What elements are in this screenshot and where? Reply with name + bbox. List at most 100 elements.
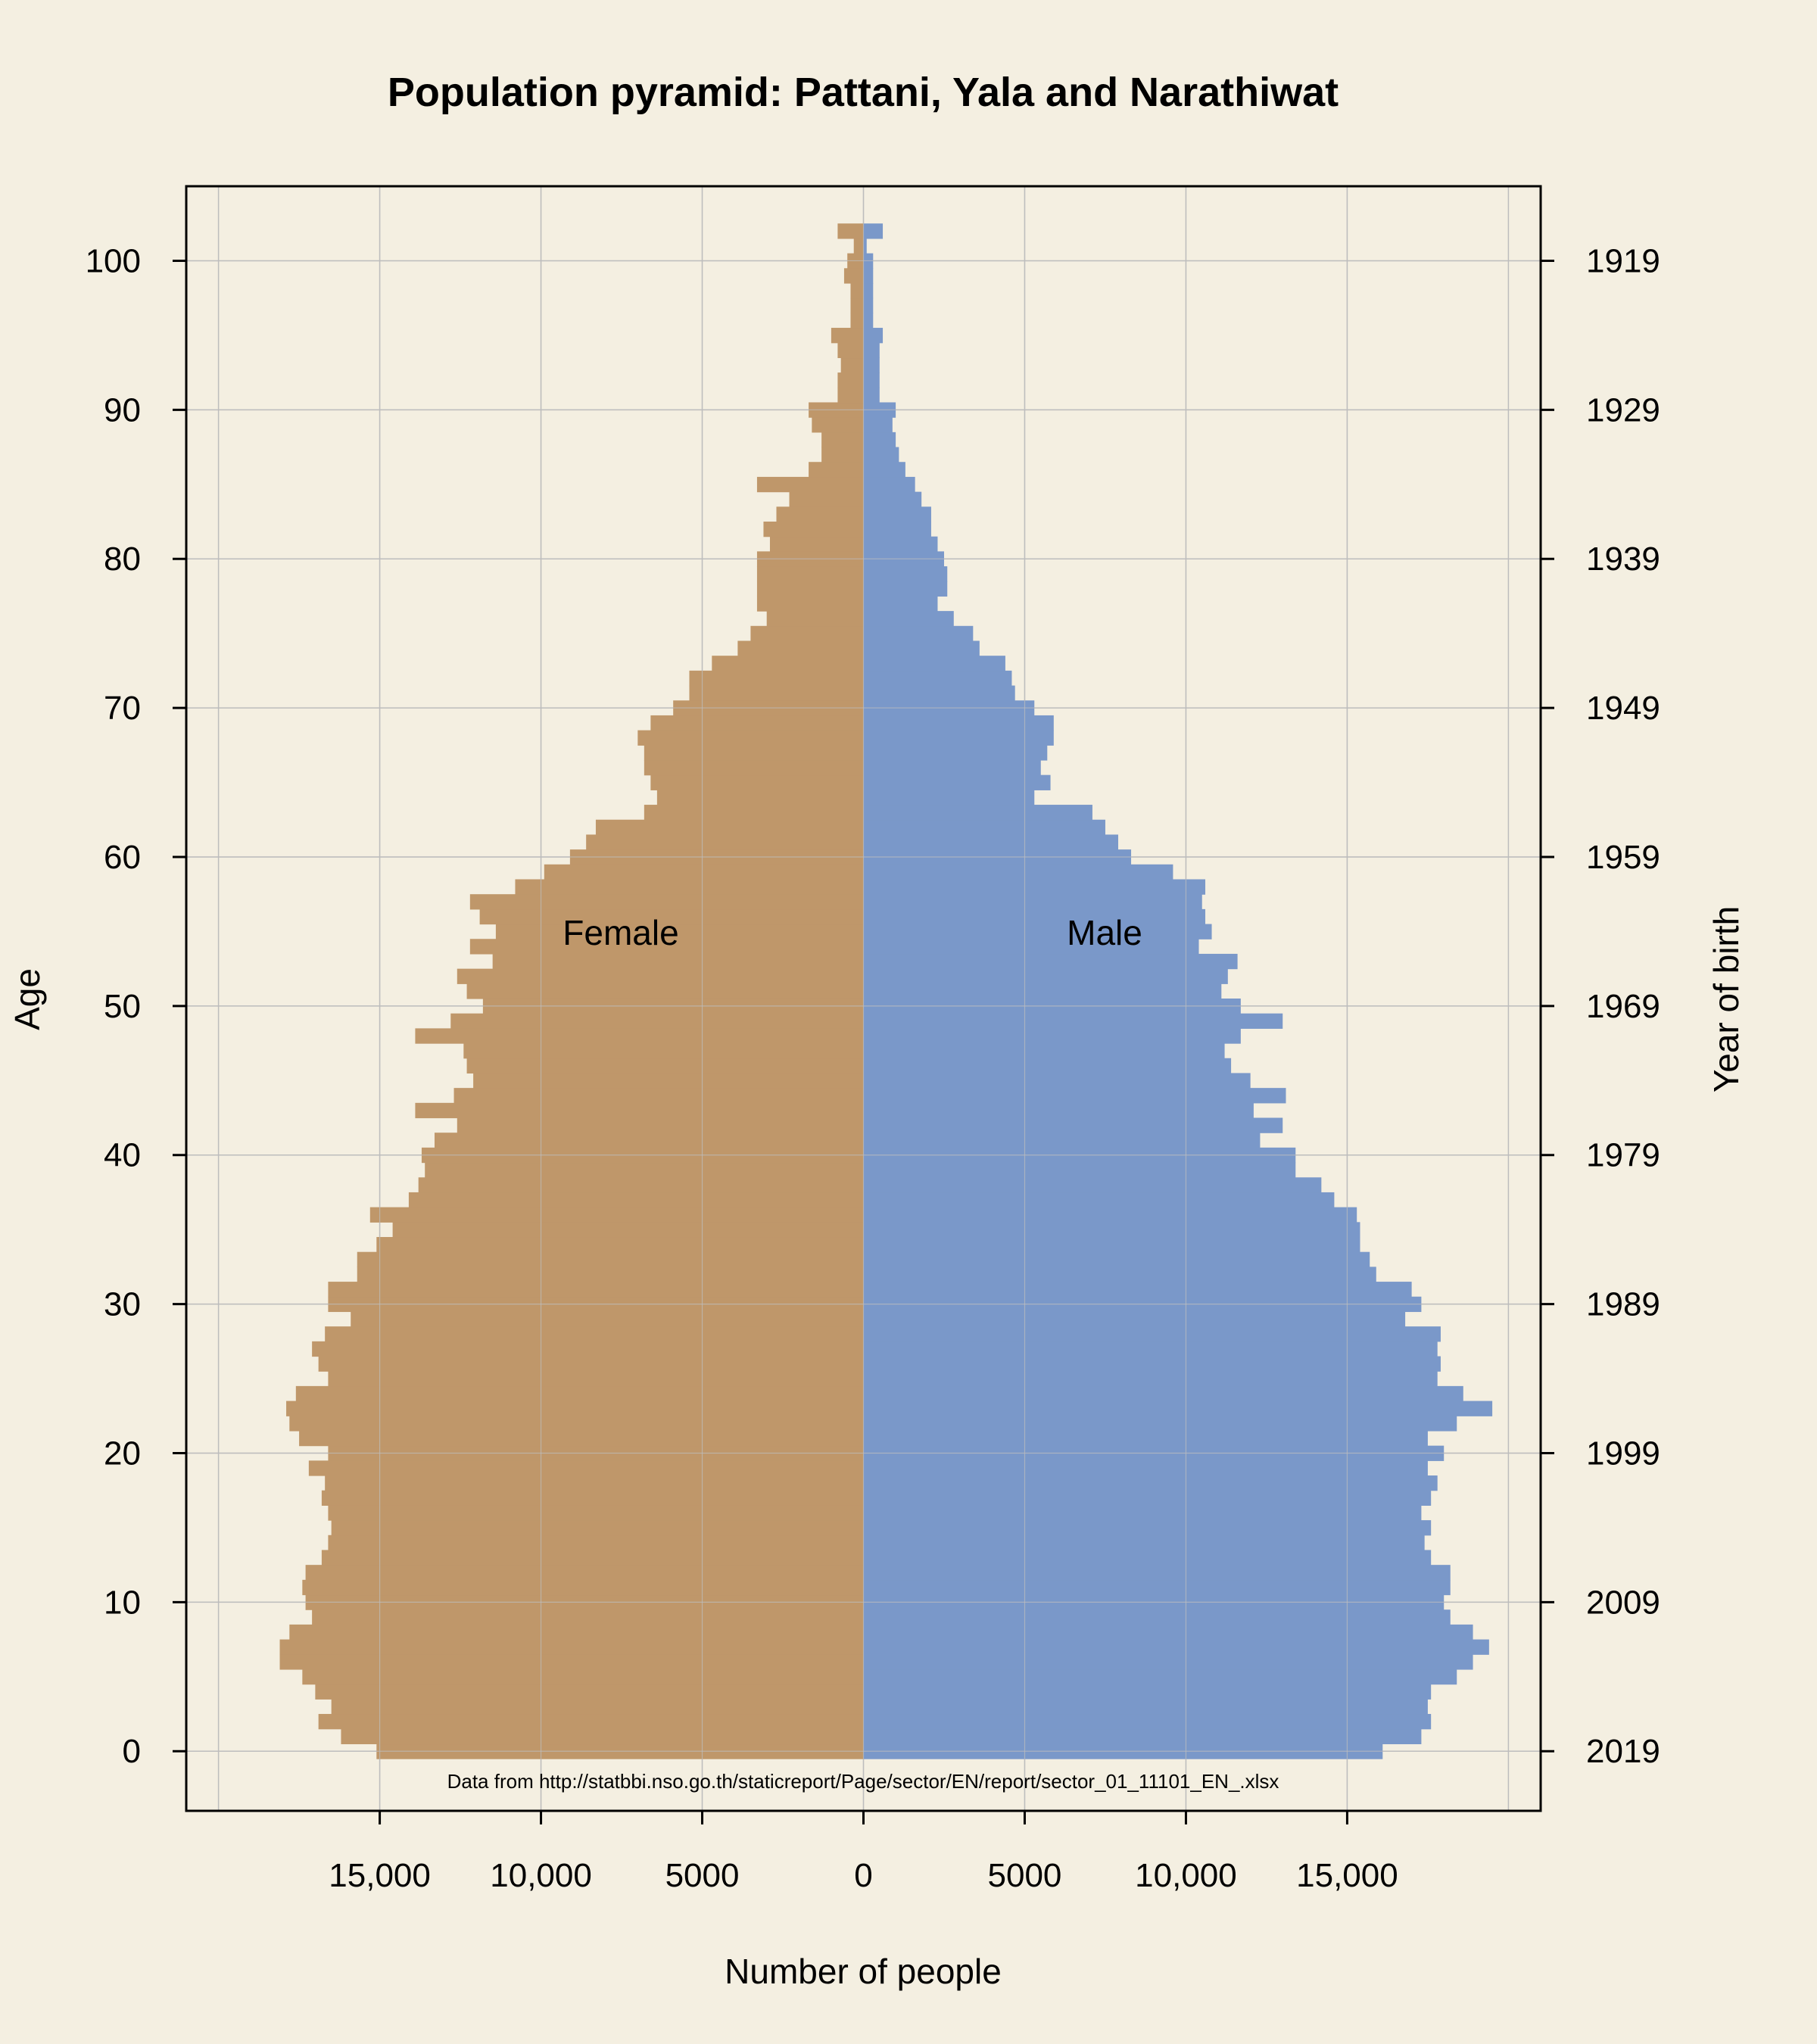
x-tick-label: 5000 xyxy=(665,1857,740,1894)
male-bar xyxy=(863,1371,1438,1387)
female-bar xyxy=(837,372,864,388)
male-bar xyxy=(863,625,974,642)
male-bar xyxy=(863,759,1041,776)
female-bar xyxy=(837,387,864,404)
female-bar xyxy=(756,581,864,597)
male-bar xyxy=(863,1550,1432,1566)
female-bar xyxy=(821,447,864,463)
female-bar xyxy=(689,685,864,701)
female-bar xyxy=(289,1416,864,1432)
male-bar xyxy=(863,1639,1489,1655)
male-bar xyxy=(863,834,1119,850)
x-tick-label: 10,000 xyxy=(490,1857,592,1894)
male-bar xyxy=(863,1251,1370,1267)
male-bar xyxy=(863,1505,1422,1521)
female-bar xyxy=(341,1728,864,1745)
male-bar xyxy=(863,1699,1428,1715)
male-bar xyxy=(863,685,1015,701)
male-bar xyxy=(863,939,1199,955)
female-bar xyxy=(637,730,864,746)
male-bar xyxy=(863,447,899,463)
male-bar xyxy=(863,506,931,522)
male-bar xyxy=(863,1177,1322,1193)
male-bar xyxy=(863,745,1048,761)
female-bar xyxy=(302,1579,864,1596)
y-tick-label: 30 xyxy=(104,1286,141,1323)
female-bar xyxy=(302,1669,864,1685)
female-bar xyxy=(279,1639,864,1655)
male-bar xyxy=(863,730,1054,746)
y2-tick-label: 1989 xyxy=(1586,1286,1660,1323)
y-tick-label: 20 xyxy=(104,1435,141,1472)
male-series-label: Male xyxy=(1067,913,1142,952)
male-bar xyxy=(863,640,980,656)
x-tick-label: 15,000 xyxy=(329,1857,431,1894)
data-source-note: Data from http://statbbi.nso.go.th/stati… xyxy=(447,1770,1279,1793)
male-bar xyxy=(863,1654,1473,1670)
female-bar xyxy=(321,1550,864,1566)
female-bar xyxy=(450,1013,864,1029)
male-bar xyxy=(863,372,880,388)
male-bar xyxy=(863,432,896,448)
male-bar xyxy=(863,268,874,284)
male-bar xyxy=(863,342,880,359)
female-bar xyxy=(392,1222,864,1238)
female-bar xyxy=(295,1385,864,1402)
male-bar xyxy=(863,1326,1441,1342)
female-bar xyxy=(325,1475,864,1491)
female-bar xyxy=(650,715,864,731)
x-tick-label: 10,000 xyxy=(1135,1857,1237,1894)
male-bar xyxy=(863,1117,1283,1133)
male-bar xyxy=(863,1356,1441,1372)
male-bar xyxy=(863,1475,1438,1491)
female-bar xyxy=(305,1565,864,1581)
female-bar xyxy=(473,1073,864,1089)
male-bar xyxy=(863,313,874,329)
female-bar xyxy=(328,1505,864,1521)
male-bar xyxy=(863,805,1092,821)
female-bar xyxy=(289,1624,864,1640)
female-bar xyxy=(321,1490,864,1506)
female-bar xyxy=(644,759,864,776)
female-bar xyxy=(457,1117,864,1133)
male-bar xyxy=(863,879,1206,895)
y-tick-label: 60 xyxy=(104,839,141,876)
female-bar xyxy=(776,506,864,522)
male-bar xyxy=(863,223,884,239)
female-bar xyxy=(837,223,864,239)
female-bar xyxy=(850,298,864,313)
female-bar xyxy=(469,939,864,955)
y2-tick-label: 1929 xyxy=(1586,391,1660,428)
male-bar xyxy=(863,491,922,507)
male-bar xyxy=(863,790,1035,805)
male-bar xyxy=(863,1341,1438,1357)
female-series-label: Female xyxy=(563,913,678,952)
female-bar xyxy=(418,1177,864,1193)
x-tick-label: 5000 xyxy=(988,1857,1062,1894)
male-bar xyxy=(863,596,938,612)
male-bar xyxy=(863,357,880,373)
female-bar xyxy=(328,1371,864,1387)
female-bar xyxy=(286,1401,864,1416)
male-bar xyxy=(863,908,1206,925)
y2-tick-label: 1999 xyxy=(1586,1435,1660,1472)
male-bar xyxy=(863,1237,1360,1253)
male-bar xyxy=(863,328,884,344)
male-bar xyxy=(863,1565,1451,1581)
male-bar xyxy=(863,1267,1376,1282)
y-tick-label: 50 xyxy=(104,988,141,1025)
male-bar xyxy=(863,1669,1457,1685)
female-bar xyxy=(457,968,864,984)
female-bar xyxy=(315,1684,864,1700)
female-bar xyxy=(843,268,864,284)
plot-frame xyxy=(185,185,1542,1812)
male-bar xyxy=(863,536,938,552)
female-bar xyxy=(650,774,864,790)
male-bar xyxy=(863,1728,1422,1745)
female-bar xyxy=(463,1043,864,1059)
male-bar xyxy=(863,1311,1406,1327)
male-bar xyxy=(863,417,893,433)
male-bar xyxy=(863,1579,1451,1596)
male-bar xyxy=(863,1609,1451,1625)
female-bar xyxy=(821,432,864,448)
